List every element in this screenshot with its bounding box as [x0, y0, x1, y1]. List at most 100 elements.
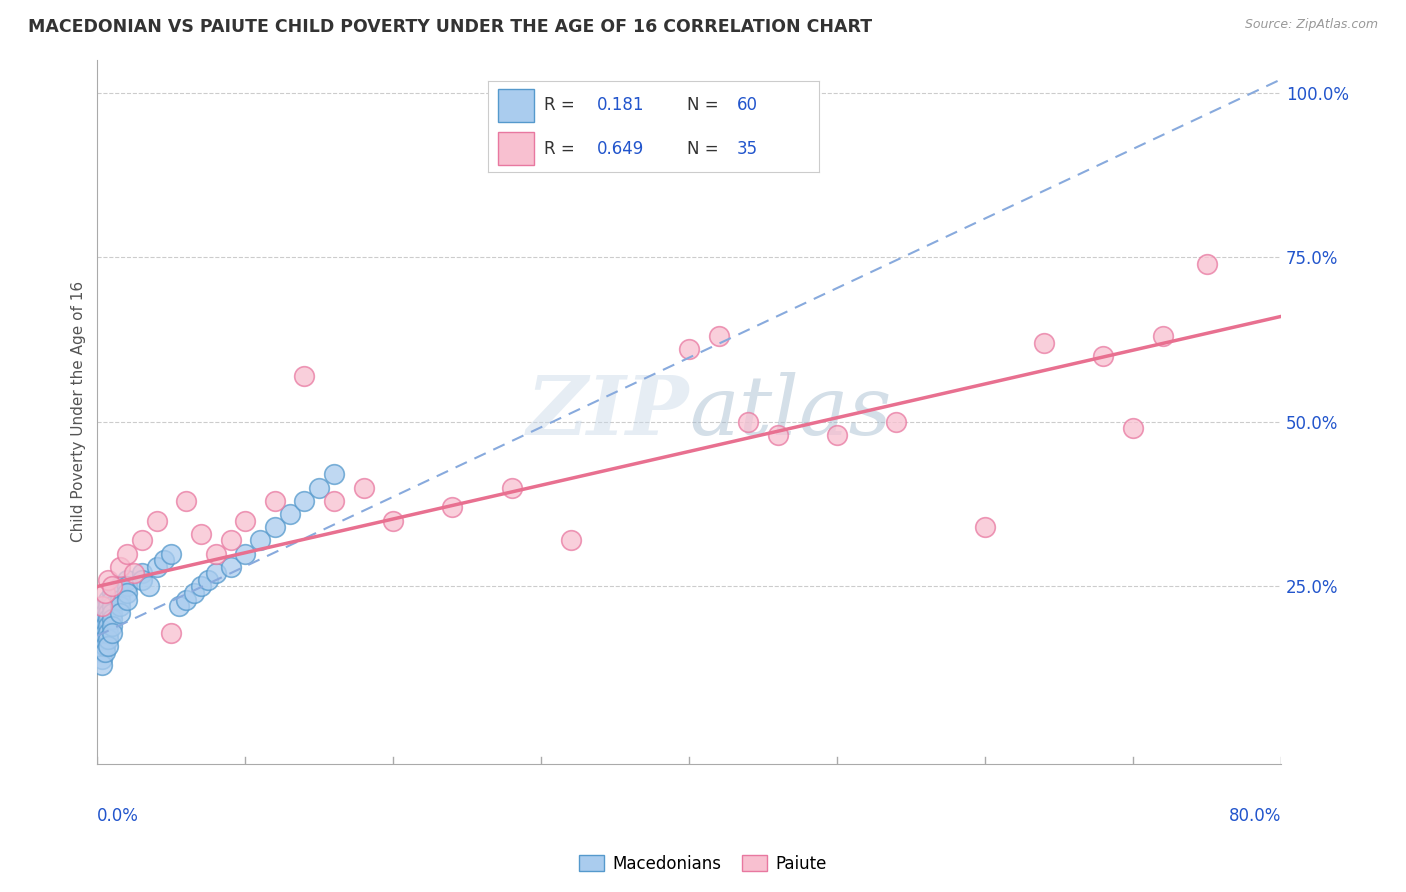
- Point: [145, 514, 167, 528]
- Point: [101, 579, 124, 593]
- Point: [825, 428, 848, 442]
- Point: [97, 592, 120, 607]
- Point: [884, 415, 907, 429]
- Point: [766, 428, 789, 442]
- Point: [197, 573, 219, 587]
- Point: [294, 368, 316, 383]
- Point: [1122, 421, 1144, 435]
- Point: [183, 586, 205, 600]
- Text: 0.0%: 0.0%: [97, 806, 139, 824]
- Point: [1033, 335, 1056, 350]
- Point: [94, 619, 117, 633]
- Point: [90, 625, 112, 640]
- Point: [101, 586, 124, 600]
- Point: [174, 592, 197, 607]
- Point: [94, 625, 117, 640]
- Text: ZIP: ZIP: [526, 372, 689, 452]
- Point: [1092, 349, 1115, 363]
- Point: [101, 599, 124, 614]
- Point: [90, 612, 112, 626]
- Point: [382, 514, 405, 528]
- Point: [1195, 257, 1218, 271]
- Point: [94, 645, 117, 659]
- Point: [108, 586, 131, 600]
- Point: [97, 612, 120, 626]
- Point: [323, 467, 346, 482]
- Point: [707, 329, 730, 343]
- Point: [204, 566, 226, 581]
- Text: 80.0%: 80.0%: [1229, 806, 1281, 824]
- Text: atlas: atlas: [689, 372, 891, 452]
- Point: [974, 520, 997, 534]
- Point: [94, 612, 117, 626]
- Point: [353, 481, 375, 495]
- Point: [138, 579, 160, 593]
- Text: Source: ZipAtlas.com: Source: ZipAtlas.com: [1244, 18, 1378, 31]
- Point: [160, 547, 183, 561]
- Point: [94, 599, 117, 614]
- Point: [108, 592, 131, 607]
- Point: [115, 579, 138, 593]
- Point: [190, 526, 212, 541]
- Point: [233, 514, 256, 528]
- Point: [101, 612, 124, 626]
- Point: [441, 500, 464, 515]
- Point: [90, 639, 112, 653]
- Point: [115, 547, 138, 561]
- Point: [115, 586, 138, 600]
- Point: [101, 592, 124, 607]
- Y-axis label: Child Poverty Under the Age of 16: Child Poverty Under the Age of 16: [72, 281, 86, 542]
- Point: [131, 533, 153, 548]
- Point: [94, 606, 117, 620]
- Point: [90, 599, 112, 614]
- Point: [90, 658, 112, 673]
- Point: [97, 625, 120, 640]
- Point: [101, 625, 124, 640]
- Point: [97, 639, 120, 653]
- Point: [94, 632, 117, 647]
- Point: [101, 619, 124, 633]
- Point: [115, 592, 138, 607]
- Point: [90, 619, 112, 633]
- Point: [308, 481, 330, 495]
- Point: [678, 343, 700, 357]
- Point: [97, 632, 120, 647]
- Point: [294, 493, 316, 508]
- Point: [204, 547, 226, 561]
- Point: [108, 606, 131, 620]
- Point: [278, 507, 301, 521]
- Point: [737, 415, 759, 429]
- Point: [108, 559, 131, 574]
- Point: [160, 625, 183, 640]
- Point: [97, 573, 120, 587]
- Text: MACEDONIAN VS PAIUTE CHILD POVERTY UNDER THE AGE OF 16 CORRELATION CHART: MACEDONIAN VS PAIUTE CHILD POVERTY UNDER…: [28, 18, 872, 36]
- Point: [249, 533, 271, 548]
- Point: [97, 606, 120, 620]
- Point: [1152, 329, 1174, 343]
- Point: [131, 573, 153, 587]
- Point: [108, 599, 131, 614]
- Point: [264, 493, 287, 508]
- Point: [323, 493, 346, 508]
- Point: [219, 559, 242, 574]
- Point: [219, 533, 242, 548]
- Point: [167, 599, 190, 614]
- Point: [90, 632, 112, 647]
- Point: [97, 619, 120, 633]
- Point: [124, 566, 146, 581]
- Point: [174, 493, 197, 508]
- Point: [264, 520, 287, 534]
- Point: [560, 533, 582, 548]
- Point: [233, 547, 256, 561]
- Point: [108, 579, 131, 593]
- Point: [501, 481, 523, 495]
- Point: [94, 586, 117, 600]
- Point: [145, 559, 167, 574]
- Point: [90, 645, 112, 659]
- Point: [115, 573, 138, 587]
- Point: [153, 553, 176, 567]
- Point: [97, 599, 120, 614]
- Legend: Macedonians, Paiute: Macedonians, Paiute: [572, 848, 834, 880]
- Point: [190, 579, 212, 593]
- Point: [90, 652, 112, 666]
